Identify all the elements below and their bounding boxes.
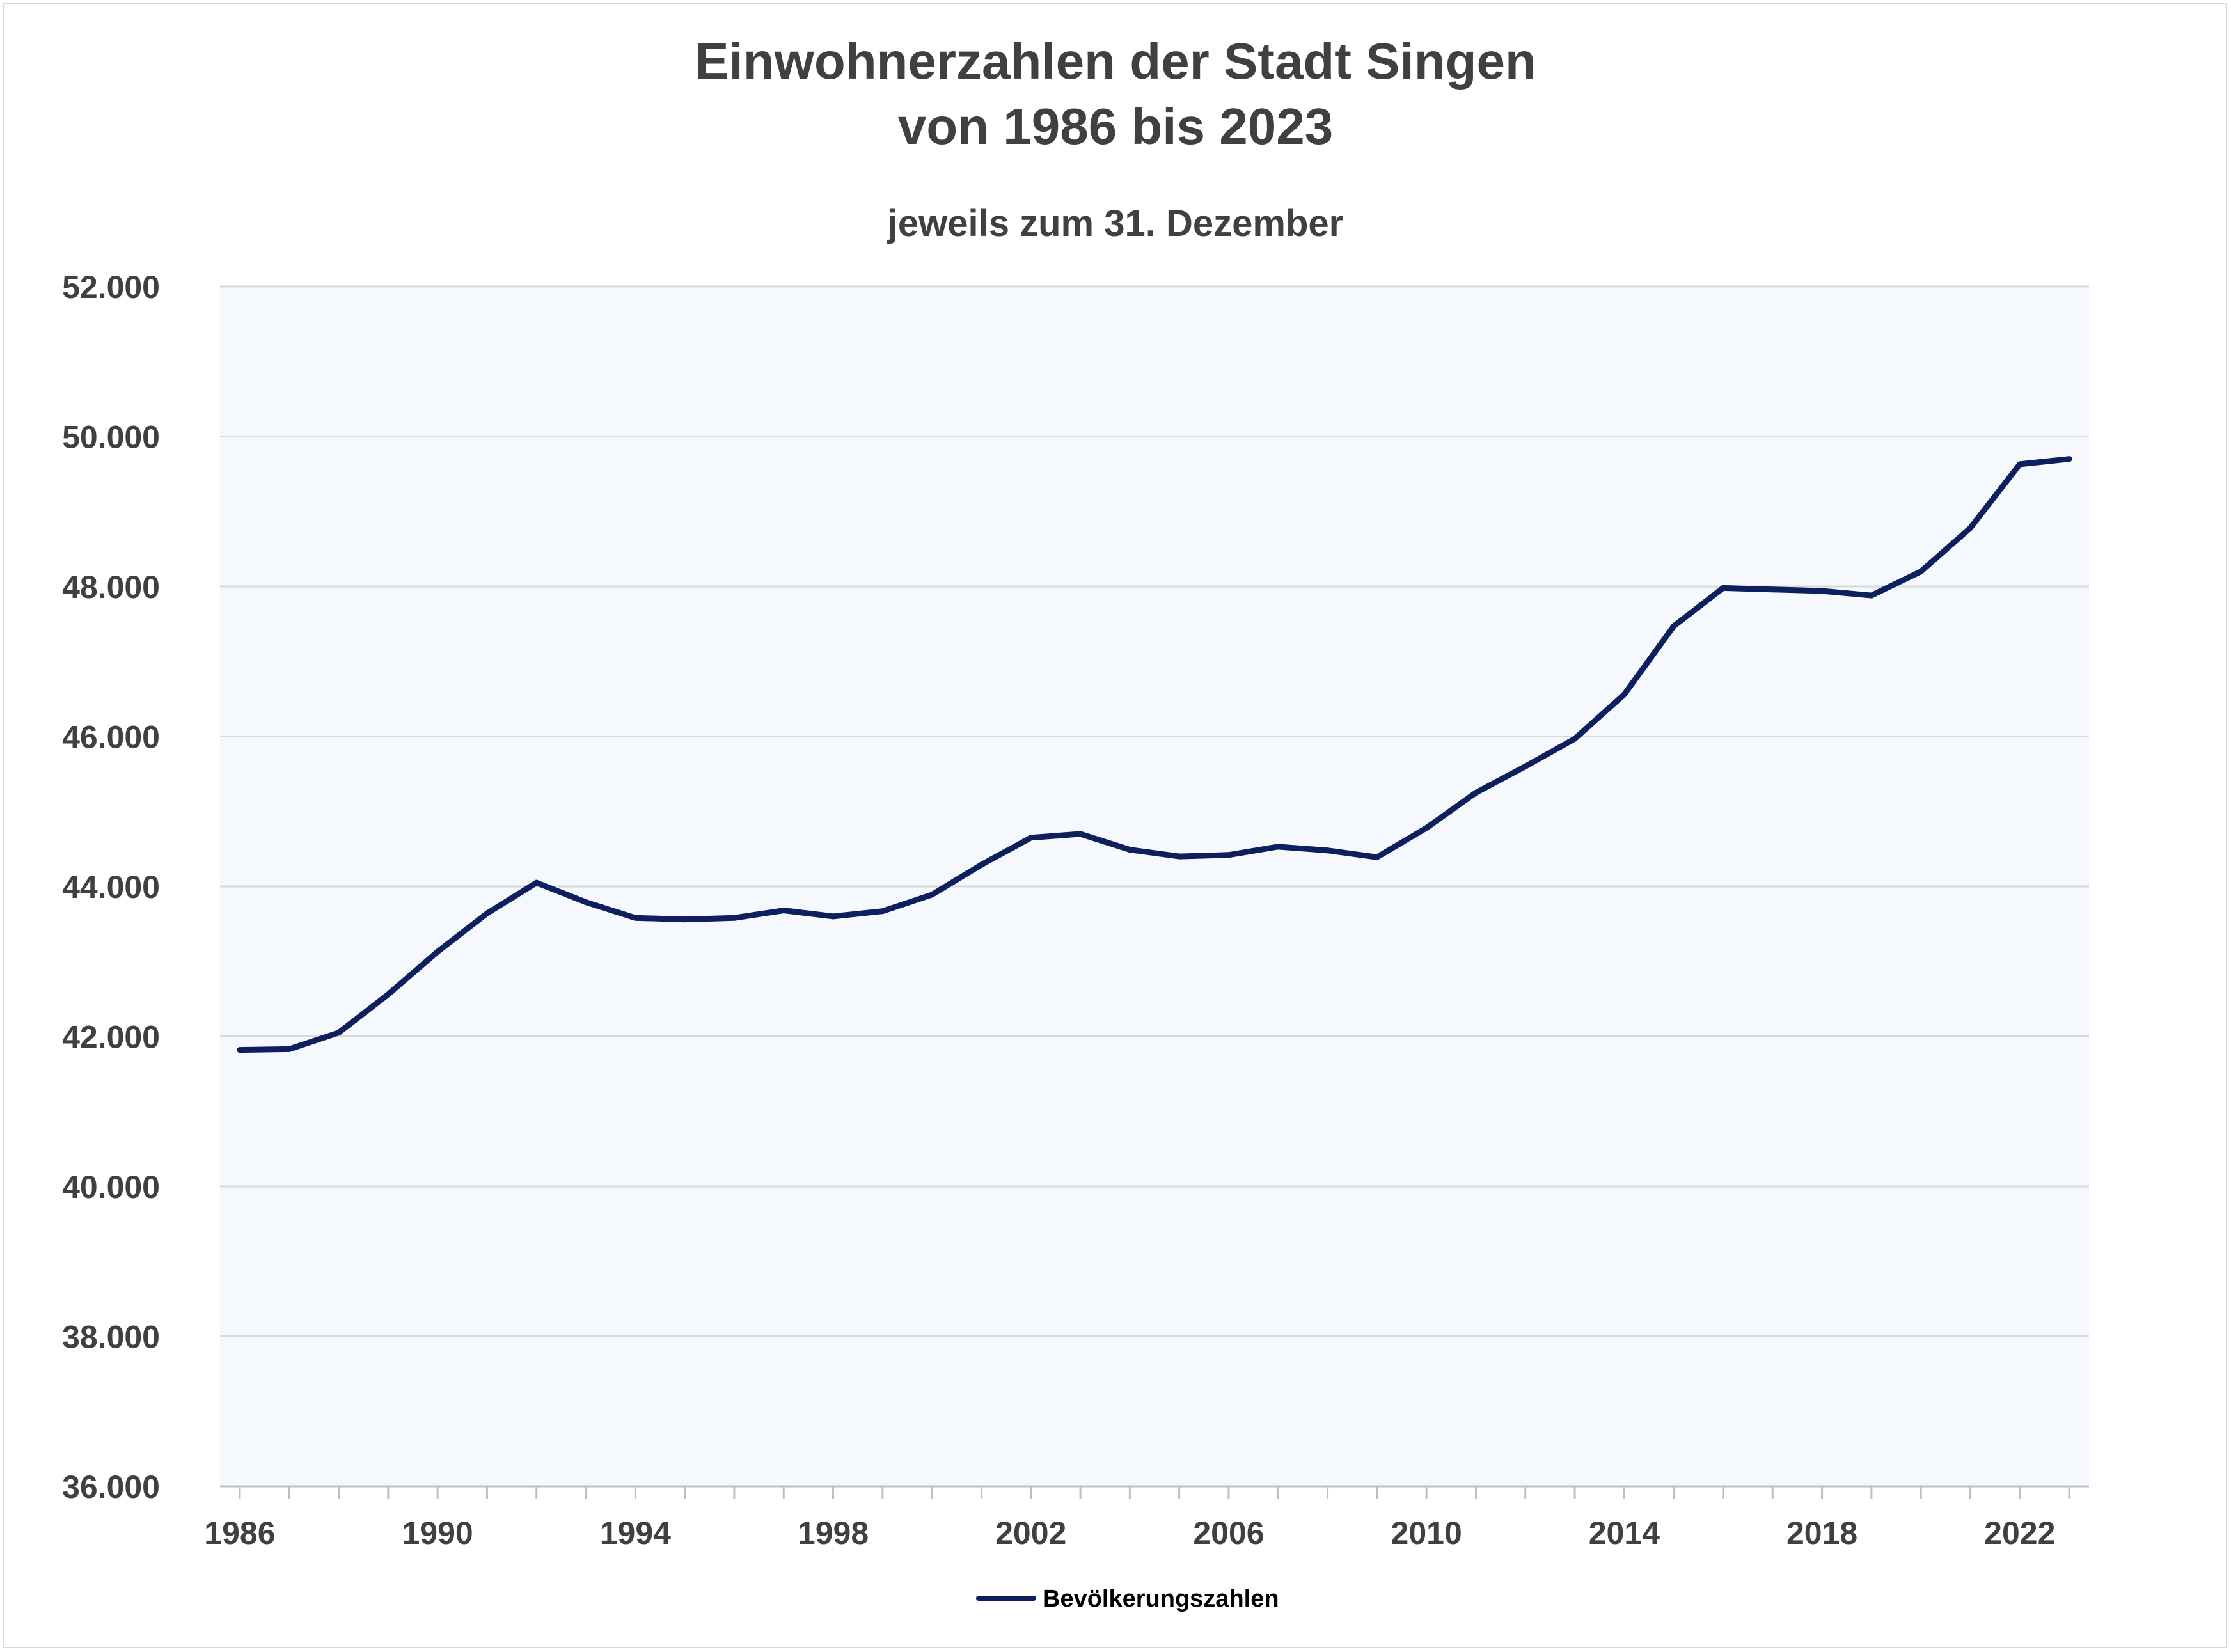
x-tick-label: 1998	[798, 1515, 869, 1551]
x-tick-label: 2022	[1984, 1515, 2055, 1551]
data-point	[1077, 831, 1084, 837]
chart-title-line2: von 1986 bis 2023	[897, 98, 1334, 155]
data-point	[2017, 461, 2023, 468]
y-tick-label: 46.000	[62, 720, 160, 755]
x-tick-label: 1994	[600, 1515, 671, 1551]
x-tick-label: 2002	[995, 1515, 1066, 1551]
data-point	[978, 861, 984, 868]
data-point	[879, 908, 886, 915]
data-point	[1671, 623, 1677, 629]
data-point	[583, 899, 589, 906]
y-tick-label: 38.000	[62, 1319, 160, 1355]
data-point	[1374, 854, 1380, 860]
y-tick-label: 40.000	[62, 1169, 160, 1205]
chart-subtitle: jeweils zum 31. Dezember	[887, 203, 1344, 244]
data-point	[286, 1046, 292, 1052]
data-point	[1423, 825, 1430, 831]
data-point	[1720, 585, 1726, 591]
y-tick-label: 48.000	[62, 569, 160, 605]
gridlines	[220, 285, 2089, 1337]
data-point	[632, 915, 638, 921]
data-point	[1572, 736, 1578, 742]
y-tick-label: 42.000	[62, 1019, 160, 1055]
y-tick-label: 50.000	[62, 420, 160, 455]
x-tick-label: 2010	[1391, 1515, 1462, 1551]
chart-title: Einwohnerzahlen der Stadt Singen	[695, 33, 1536, 90]
data-point	[830, 913, 837, 920]
x-tick-label: 2014	[1589, 1515, 1660, 1551]
data-point	[1868, 592, 1875, 599]
data-point	[1819, 588, 1825, 594]
data-point	[1126, 847, 1133, 853]
x-tick-label: 1986	[204, 1515, 275, 1551]
data-point	[929, 892, 935, 898]
x-axis-ticks: 1986 1990 1994 1998 2002 2006 2010 2014 2018 2022	[204, 1486, 2070, 1551]
data-point	[1472, 789, 1479, 796]
data-point	[1028, 835, 1034, 841]
y-axis-ticks: 36.000 38.000 40.000 42.000 44.000 46.000 48.0…	[62, 269, 160, 1505]
data-point	[1769, 586, 1776, 593]
data-point	[434, 948, 441, 955]
legend-label: Bevölkerungszahlen	[1043, 1585, 1279, 1612]
data-point	[237, 1047, 243, 1053]
data-point	[1275, 844, 1281, 850]
data-point	[682, 916, 688, 923]
data-point	[385, 991, 391, 998]
data-point	[1226, 852, 1232, 858]
data-point	[2066, 456, 2072, 462]
x-tick-label: 1990	[402, 1515, 473, 1551]
y-tick-label: 36.000	[62, 1469, 160, 1505]
series-line-bevoelkerungszahlen	[237, 456, 2072, 1053]
legend: Bevölkerungszahlen	[976, 1585, 1279, 1612]
data-point	[484, 910, 490, 916]
data-point	[533, 879, 540, 886]
data-point	[731, 915, 737, 921]
data-point	[1325, 847, 1331, 854]
data-point	[1176, 853, 1183, 860]
data-point	[1621, 691, 1627, 698]
series-group	[237, 456, 2072, 1053]
data-point	[1522, 763, 1529, 769]
data-point	[780, 908, 787, 914]
y-tick-label: 44.000	[62, 869, 160, 905]
y-tick-label: 52.000	[62, 269, 160, 305]
data-point	[336, 1030, 342, 1036]
data-point	[1967, 525, 1973, 531]
x-tick-label: 2018	[1786, 1515, 1857, 1551]
data-point	[1918, 569, 1924, 575]
x-tick-label: 2006	[1193, 1515, 1264, 1551]
